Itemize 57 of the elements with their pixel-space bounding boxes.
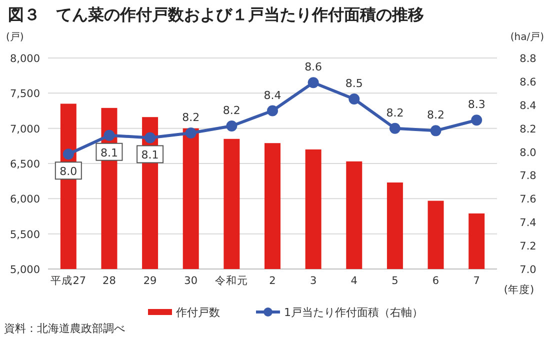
chart-title: 図３ てん菜の作付戸数および１戸当たり作付面積の推移 xyxy=(8,5,424,24)
y2-tick-label: 8.2 xyxy=(520,123,536,136)
y-tick-label: 5,500 xyxy=(10,228,40,241)
x-tick-label: 平成27 xyxy=(50,274,86,287)
point xyxy=(348,94,360,105)
y2-tick-label: 7.0 xyxy=(520,264,536,276)
data-label: 8.2 xyxy=(386,106,404,120)
data-label: 8.0 xyxy=(60,165,78,178)
y2-tick-label: 7.2 xyxy=(520,240,536,253)
y2-tick-label: 8.4 xyxy=(520,100,537,112)
y2-tick-label: 7.6 xyxy=(520,194,537,206)
x-axis-title: (年度) xyxy=(504,283,534,296)
point xyxy=(267,105,278,116)
legend-label: 作付戸数 xyxy=(175,306,220,319)
data-label: 8.6 xyxy=(304,60,322,74)
y2-tick-label: 7.8 xyxy=(520,170,536,182)
y-tick-label: 6,500 xyxy=(10,158,40,170)
y2-tick-label: 7.4 xyxy=(520,217,537,230)
y-tick-label: 8,000 xyxy=(10,53,40,65)
x-tick-label: 3 xyxy=(310,275,317,287)
point xyxy=(226,120,238,132)
x-tick-label: 29 xyxy=(143,275,157,287)
point xyxy=(430,125,442,136)
point xyxy=(185,128,196,139)
x-tick-label: 28 xyxy=(102,275,116,287)
y-axis-title: (戸) xyxy=(6,32,24,43)
y-tick-label: 5,000 xyxy=(10,264,40,276)
data-label: 8.3 xyxy=(468,98,486,112)
point xyxy=(104,130,115,141)
data-label: 8.4 xyxy=(264,88,282,102)
data-label: 8.5 xyxy=(345,77,363,90)
y2-axis-title: (ha/戸) xyxy=(510,32,544,43)
x-tick-label: 4 xyxy=(350,275,358,287)
x-tick-label: 5 xyxy=(392,275,398,287)
data-label: 8.1 xyxy=(100,146,118,160)
point xyxy=(144,132,156,144)
x-tick-label: 7 xyxy=(473,275,480,287)
y2-tick-label: 8.6 xyxy=(520,76,537,88)
point xyxy=(471,114,482,126)
x-tick-label: 令和元 xyxy=(215,274,248,287)
legend-label: 1戸当たり作付面積（右軸） xyxy=(284,306,423,319)
x-tick-label: 30 xyxy=(184,275,198,287)
y-tick-label: 7,000 xyxy=(10,123,40,136)
y-tick-label: 7,500 xyxy=(10,88,40,100)
x-tick-label: 2 xyxy=(269,275,276,287)
data-label: 8.2 xyxy=(427,108,445,122)
y2-tick-label: 8.8 xyxy=(520,53,536,65)
point xyxy=(308,77,319,88)
y-tick-label: 6,000 xyxy=(10,194,40,206)
data-label: 8.2 xyxy=(222,104,240,117)
point xyxy=(389,122,400,134)
data-label: 8.1 xyxy=(141,148,159,162)
text: 資料：北海道農政部調べ xyxy=(4,322,125,335)
y2-tick-label: 8.0 xyxy=(520,146,536,159)
x-tick-label: 6 xyxy=(432,275,440,287)
point xyxy=(62,148,74,160)
data-label: 8.2 xyxy=(182,111,200,124)
